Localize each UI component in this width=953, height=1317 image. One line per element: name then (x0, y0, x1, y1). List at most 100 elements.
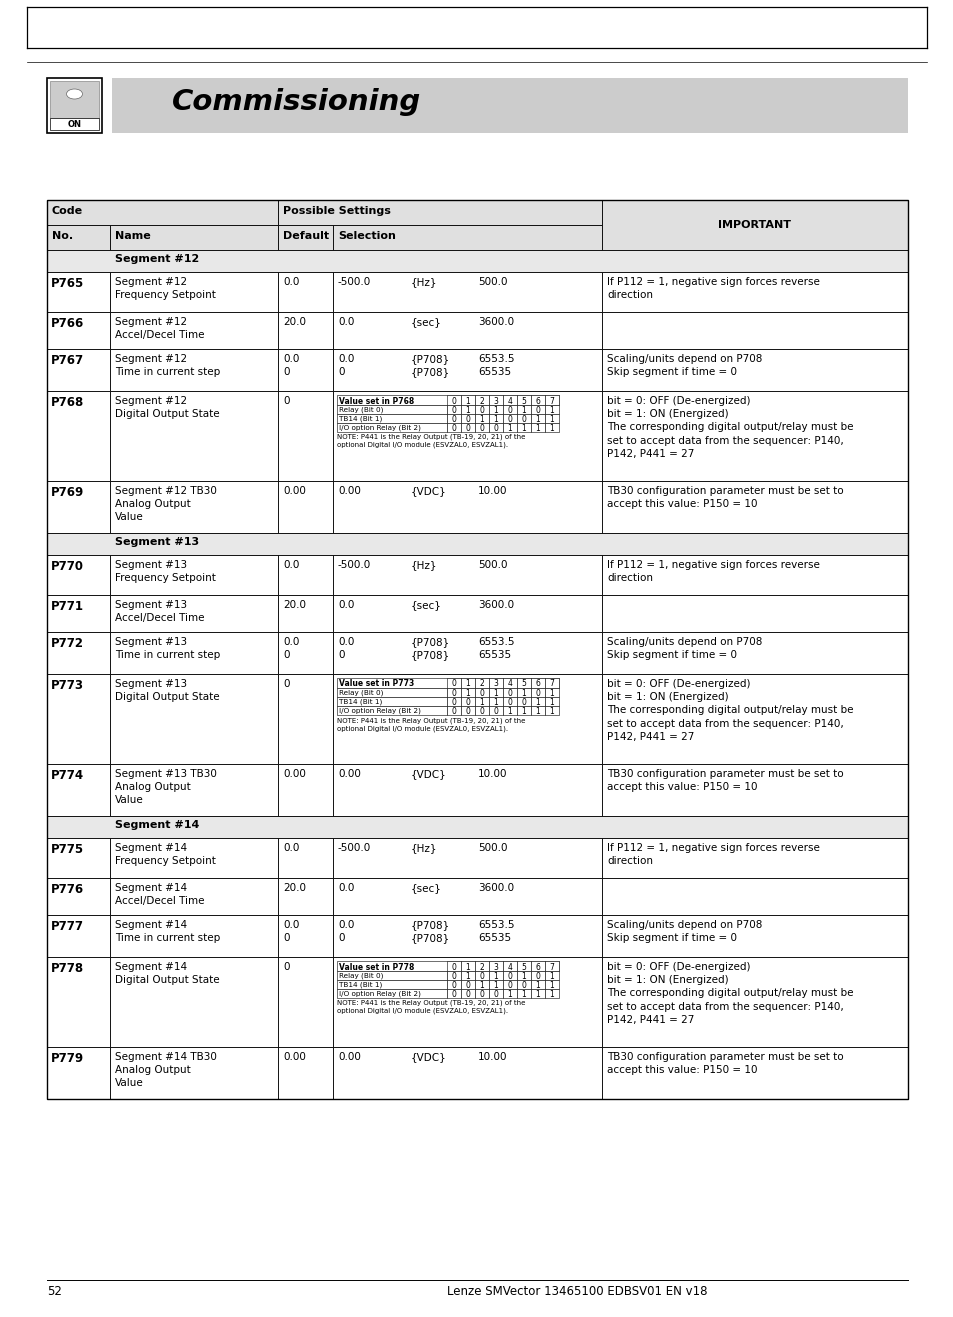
Text: If P112 = 1, negative sign forces reverse
direction: If P112 = 1, negative sign forces revers… (606, 843, 819, 867)
Bar (502, 697, 517, 706)
Text: {VDC}: {VDC} (411, 769, 446, 778)
Text: Scaling/units depend on P708
Skip segment if time = 0: Scaling/units depend on P708 Skip segmen… (606, 637, 761, 660)
Bar (460, 678, 475, 687)
Text: Value set in P778: Value set in P778 (338, 963, 414, 972)
Bar (531, 414, 544, 423)
Bar (475, 961, 489, 971)
Text: 0.0: 0.0 (283, 843, 299, 853)
Text: 1: 1 (493, 406, 497, 415)
Bar (447, 678, 460, 687)
Text: Relay (Bit 0): Relay (Bit 0) (338, 972, 383, 979)
Text: Segment #12
Accel/Decel Time: Segment #12 Accel/Decel Time (115, 317, 204, 340)
Bar (336, 980, 447, 989)
Bar (502, 706, 517, 715)
Bar (601, 312, 907, 349)
Text: 1: 1 (535, 698, 539, 707)
Bar (544, 678, 558, 687)
Text: 0: 0 (479, 406, 484, 415)
Text: 6553.5: 6553.5 (477, 921, 514, 930)
Text: P779: P779 (51, 1052, 84, 1065)
Bar (277, 878, 333, 915)
Text: NOTE: P441 is the Relay Output (TB-19, 20, 21) of the
optional Digital I/O modul: NOTE: P441 is the Relay Output (TB-19, 2… (336, 435, 525, 449)
Text: Default: Default (283, 230, 329, 241)
Text: 0: 0 (451, 415, 456, 424)
Text: 0: 0 (451, 972, 456, 981)
Text: {sec}: {sec} (411, 601, 441, 610)
Text: 1: 1 (535, 424, 539, 433)
Bar (544, 989, 558, 998)
Bar (110, 391, 277, 481)
Text: 0.0: 0.0 (337, 637, 354, 647)
Text: 0: 0 (451, 963, 456, 972)
Text: 0.0: 0.0 (283, 560, 299, 570)
Bar (47, 225, 110, 250)
Bar (489, 678, 502, 687)
Bar (460, 961, 475, 971)
Text: Segment #14
Digital Output State: Segment #14 Digital Output State (115, 961, 219, 985)
Text: 0: 0 (337, 367, 344, 377)
Bar (277, 481, 333, 533)
Text: P769: P769 (51, 486, 84, 499)
Text: 65535: 65535 (477, 932, 511, 943)
Bar (447, 961, 460, 971)
Bar (489, 406, 502, 414)
Text: TB14 (Bit 1): TB14 (Bit 1) (338, 981, 382, 988)
Text: 0.0
0: 0.0 0 (283, 637, 299, 660)
Text: 0: 0 (479, 707, 484, 716)
Bar (601, 1047, 907, 1098)
Text: 1: 1 (549, 689, 554, 698)
Bar (333, 391, 601, 481)
Text: 0: 0 (465, 424, 470, 433)
Bar (333, 554, 601, 595)
Bar (110, 1047, 277, 1098)
Text: 1: 1 (535, 990, 539, 1000)
Text: bit = 0: OFF (De-energized)
bit = 1: ON (Energized)
The corresponding digital ou: bit = 0: OFF (De-energized) bit = 1: ON … (606, 396, 853, 458)
Text: 1: 1 (549, 981, 554, 990)
Bar (475, 414, 489, 423)
Bar (460, 980, 475, 989)
Bar (47, 200, 277, 225)
Text: 1: 1 (549, 415, 554, 424)
Text: 0.00: 0.00 (283, 1052, 306, 1062)
Bar (333, 764, 601, 817)
Bar (601, 200, 907, 250)
Bar (277, 312, 333, 349)
Text: 0: 0 (451, 698, 456, 707)
Text: TB30 configuration parameter must be set to
accept this value: P150 = 10: TB30 configuration parameter must be set… (606, 486, 842, 510)
Bar (517, 678, 531, 687)
Text: 1: 1 (465, 406, 470, 415)
Text: 65535: 65535 (477, 367, 511, 377)
Text: -500.0: -500.0 (337, 843, 371, 853)
Text: If P112 = 1, negative sign forces reverse
direction: If P112 = 1, negative sign forces revers… (606, 560, 819, 583)
Bar (336, 989, 447, 998)
Bar (544, 980, 558, 989)
Bar (601, 273, 907, 312)
Bar (517, 971, 531, 980)
Text: 1: 1 (549, 990, 554, 1000)
Text: I/O option Relay (Bit 2): I/O option Relay (Bit 2) (338, 707, 420, 714)
Bar (544, 697, 558, 706)
Bar (47, 838, 110, 878)
Text: 1: 1 (465, 396, 470, 406)
Bar (110, 554, 277, 595)
Bar (531, 971, 544, 980)
Text: 0: 0 (507, 972, 512, 981)
Text: 1: 1 (479, 698, 484, 707)
Bar (47, 533, 907, 554)
Text: P767: P767 (51, 354, 84, 367)
Text: 2: 2 (479, 680, 484, 689)
Bar (544, 414, 558, 423)
Text: Segment #14
Accel/Decel Time: Segment #14 Accel/Decel Time (115, 882, 204, 906)
Bar (502, 989, 517, 998)
Text: Segment #13
Time in current step: Segment #13 Time in current step (115, 637, 220, 660)
Bar (277, 391, 333, 481)
Text: 0: 0 (451, 990, 456, 1000)
Text: 6: 6 (535, 396, 539, 406)
Bar (475, 697, 489, 706)
Bar (333, 674, 601, 764)
Text: TB30 configuration parameter must be set to
accept this value: P150 = 10: TB30 configuration parameter must be set… (606, 769, 842, 793)
Text: 0: 0 (451, 707, 456, 716)
Bar (517, 406, 531, 414)
Text: 0: 0 (535, 972, 539, 981)
Text: 0: 0 (451, 981, 456, 990)
